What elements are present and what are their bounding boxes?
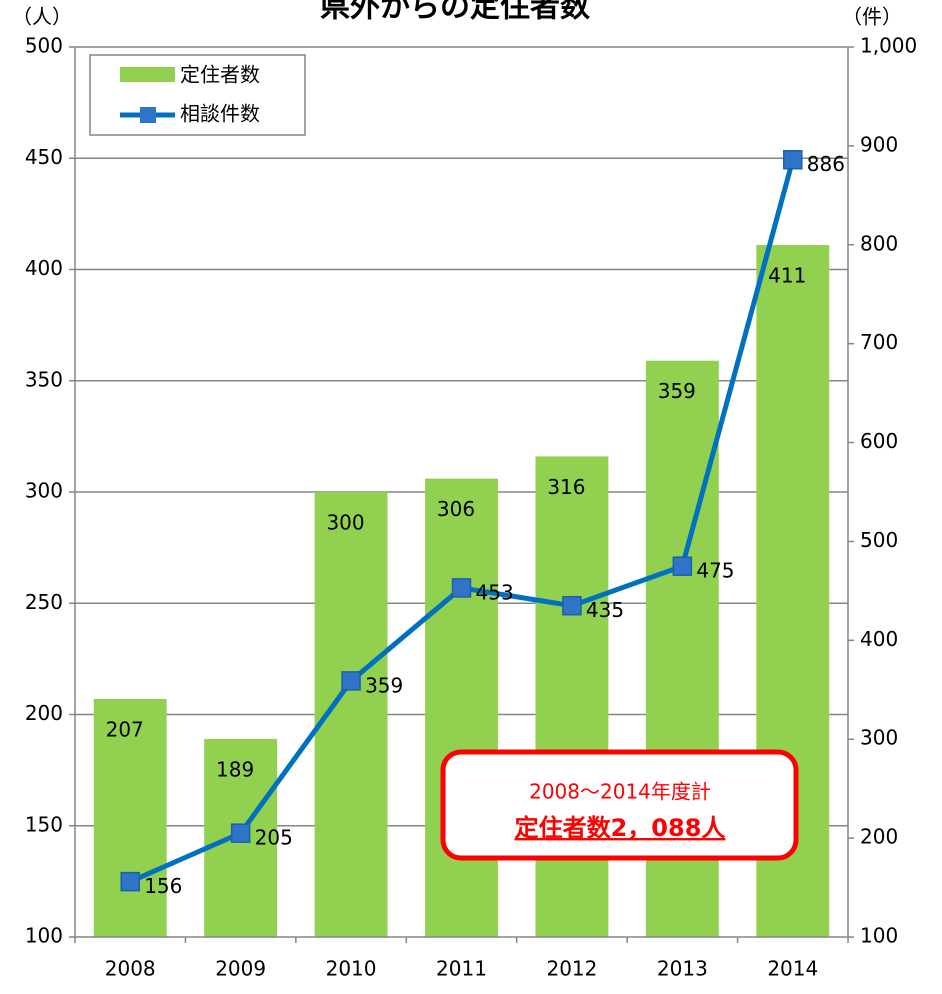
x-tick-label: 2012 bbox=[546, 957, 597, 981]
y-tick-label: 100 bbox=[25, 924, 63, 948]
line-label: 359 bbox=[365, 673, 403, 697]
marker bbox=[672, 556, 693, 576]
x-tick-label: 2008 bbox=[105, 957, 156, 981]
line-label: 435 bbox=[586, 598, 624, 622]
line-label: 156 bbox=[144, 874, 182, 898]
y-tick-label: 300 bbox=[25, 479, 63, 503]
x-tick-label: 2009 bbox=[215, 957, 266, 981]
legend-label: 定住者数 bbox=[180, 63, 260, 87]
bar-label: 189 bbox=[216, 757, 254, 781]
y2-tick-label: 400 bbox=[860, 627, 898, 651]
bar-label: 207 bbox=[106, 717, 144, 741]
legend-label: 相談件数 bbox=[180, 102, 260, 126]
y2-tick-label: 900 bbox=[860, 132, 898, 156]
annotation-box bbox=[440, 749, 799, 861]
annotation-line: 定住者数2，088人 bbox=[515, 814, 726, 842]
x-tick-label: 2013 bbox=[657, 957, 708, 981]
y-unit: （人） bbox=[12, 5, 72, 29]
y2-tick-label: 700 bbox=[860, 330, 898, 354]
y-tick-label: 250 bbox=[25, 590, 63, 614]
y-tick-label: 500 bbox=[25, 34, 63, 58]
y-tick-label: 350 bbox=[25, 367, 63, 391]
x-tick-label: 2010 bbox=[326, 957, 377, 981]
line-label: 205 bbox=[255, 826, 293, 850]
x-tick-label: 2014 bbox=[767, 957, 818, 981]
marker bbox=[451, 578, 472, 598]
marker bbox=[341, 671, 361, 691]
marker bbox=[562, 595, 582, 616]
y-tick-label: 200 bbox=[25, 701, 63, 725]
y2-tick-label: 100 bbox=[860, 924, 898, 948]
line-label: 886 bbox=[807, 152, 845, 176]
bar-label: 316 bbox=[547, 475, 585, 499]
y-tick-label: 150 bbox=[25, 812, 63, 836]
line-label: 475 bbox=[696, 559, 734, 583]
y2-tick-label: 500 bbox=[860, 528, 898, 552]
bar bbox=[535, 456, 609, 937]
y2-tick-label: 200 bbox=[860, 825, 898, 849]
bar-label: 306 bbox=[437, 497, 475, 521]
y2-tick-label: 600 bbox=[860, 429, 898, 453]
y-tick-label: 450 bbox=[25, 145, 63, 169]
y2-tick-label: 300 bbox=[860, 726, 898, 750]
marker bbox=[783, 149, 803, 170]
bar-label: 411 bbox=[768, 264, 806, 288]
line-label: 453 bbox=[476, 580, 514, 604]
bar-label: 359 bbox=[658, 379, 696, 403]
bar bbox=[425, 478, 498, 937]
y-tick-label: 400 bbox=[25, 256, 63, 280]
bar bbox=[93, 698, 167, 937]
legend-marker bbox=[140, 107, 156, 123]
legend-swatch bbox=[120, 67, 175, 82]
y2-tick-label: 800 bbox=[860, 231, 898, 255]
chart-title: 県外からの定住者数 bbox=[320, 0, 591, 25]
marker bbox=[230, 823, 251, 843]
x-tick-label: 2011 bbox=[436, 957, 487, 981]
y2-tick-label: 1,000 bbox=[860, 34, 917, 58]
annotation-line: 2008～2014年度計 bbox=[529, 780, 711, 804]
bar-label: 300 bbox=[326, 511, 364, 535]
marker bbox=[120, 871, 140, 892]
y2-unit: （件） bbox=[842, 5, 902, 29]
